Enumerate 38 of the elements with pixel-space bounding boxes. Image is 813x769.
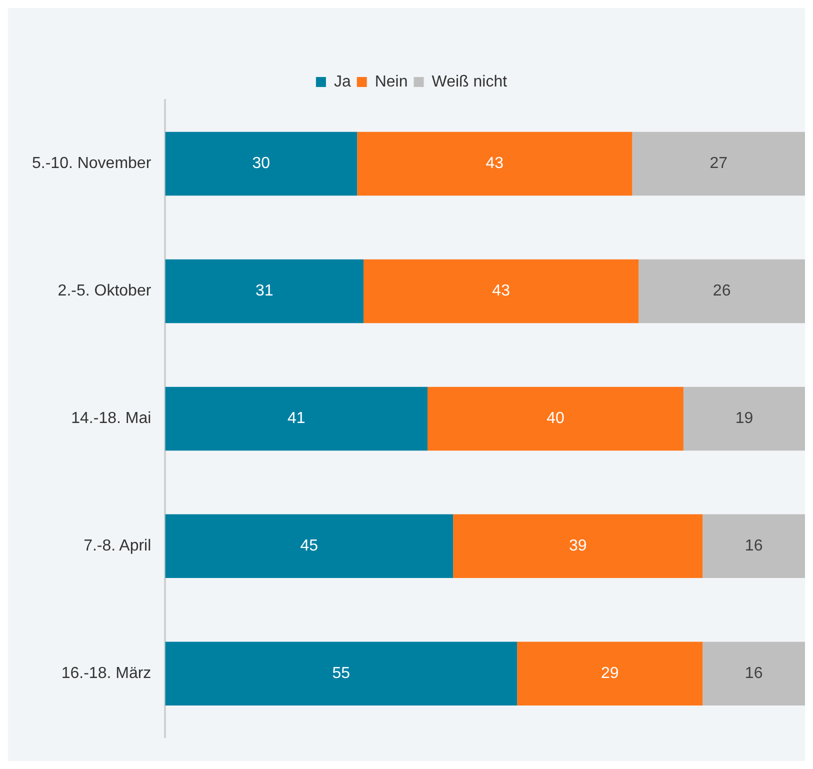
bar <box>165 642 518 706</box>
bar <box>165 132 358 196</box>
y-tick-label: 14.-18. Mai <box>71 410 152 428</box>
data-label: 30 <box>252 155 270 172</box>
legend-label: Nein <box>374 73 408 90</box>
bar <box>165 259 364 324</box>
bar <box>702 514 805 578</box>
data-label: 27 <box>710 155 728 172</box>
data-label: 40 <box>546 410 564 428</box>
bar <box>453 514 703 578</box>
data-label: 29 <box>600 665 619 682</box>
data-label: 26 <box>712 282 731 300</box>
legend-label: Weiß nicht <box>432 73 508 90</box>
bar <box>632 132 805 196</box>
bar <box>364 259 639 324</box>
data-label: 55 <box>332 665 350 682</box>
data-label: 31 <box>255 282 274 300</box>
bar <box>702 642 805 706</box>
bar <box>427 386 684 451</box>
y-tick-label: 2.-5. Oktober <box>58 282 152 300</box>
bar <box>165 386 428 451</box>
bar <box>517 642 703 706</box>
y-tick-label: 7.-8. April <box>84 538 152 555</box>
data-label: 45 <box>300 538 318 555</box>
bar <box>357 132 632 196</box>
bar <box>165 514 454 578</box>
bar <box>683 386 805 451</box>
data-label: 39 <box>568 538 587 555</box>
data-label: 16 <box>744 665 763 682</box>
legend-label: Ja <box>334 73 351 90</box>
y-tick-label: 16.-18. März <box>61 665 152 682</box>
data-label: 43 <box>486 155 504 172</box>
data-label: 19 <box>735 410 754 428</box>
data-label: 43 <box>492 282 510 300</box>
y-tick-label: 5.-10. November <box>32 155 152 172</box>
bar <box>638 259 805 324</box>
data-label: 41 <box>287 410 306 428</box>
data-label: 16 <box>744 538 763 555</box>
